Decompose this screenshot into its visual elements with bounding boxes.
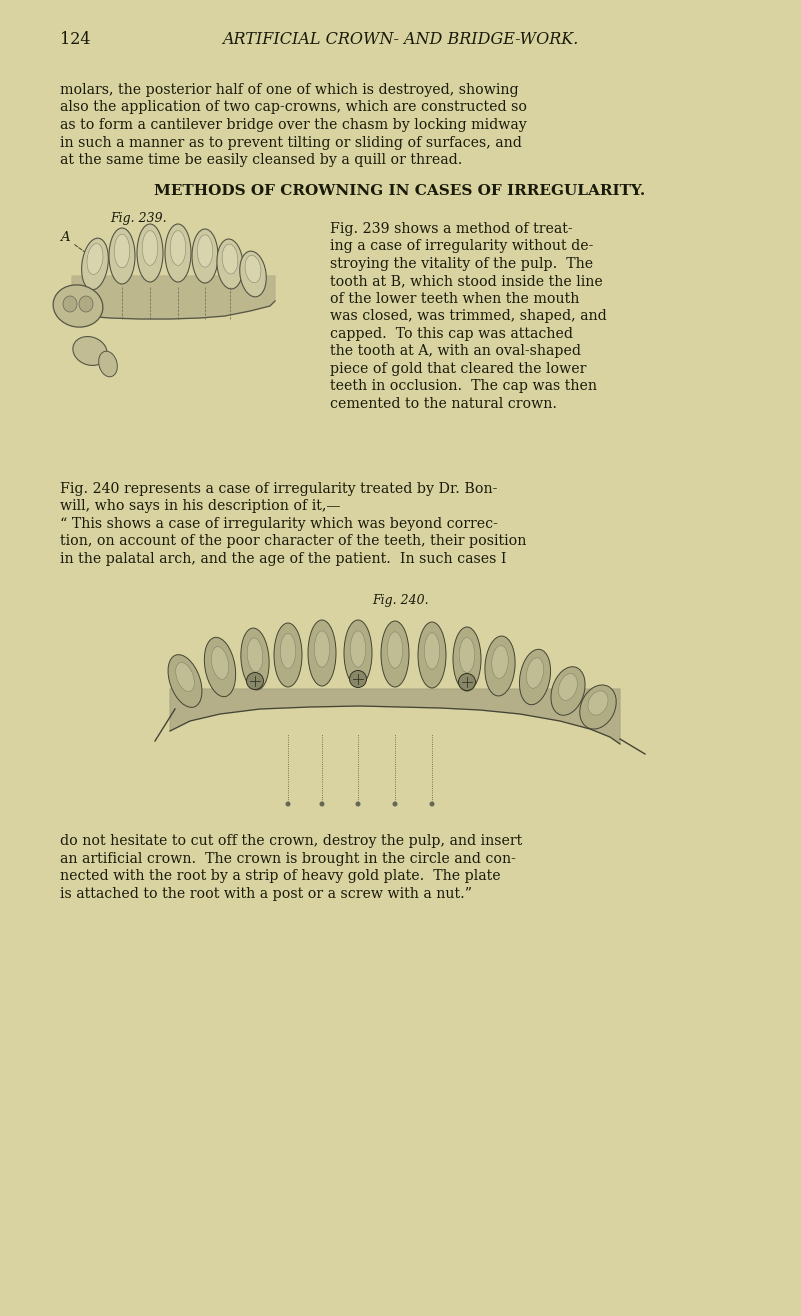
Polygon shape (170, 690, 620, 744)
Text: Fig. 240 represents a case of irregularity treated by Dr. Bon-: Fig. 240 represents a case of irregulari… (60, 482, 497, 496)
Text: as to form a cantilever bridge over the chasm by locking midway: as to form a cantilever bridge over the … (60, 118, 527, 132)
Ellipse shape (115, 234, 130, 267)
Circle shape (320, 801, 324, 807)
Text: Fig. 239 shows a method of treat-: Fig. 239 shows a method of treat- (330, 221, 573, 236)
Ellipse shape (175, 662, 195, 691)
Text: piece of gold that cleared the lower: piece of gold that cleared the lower (330, 362, 586, 375)
Text: Fig. 239.: Fig. 239. (110, 212, 167, 225)
Circle shape (429, 801, 434, 807)
Text: the tooth at A, with an oval-shaped: the tooth at A, with an oval-shaped (330, 343, 581, 358)
Ellipse shape (170, 230, 186, 266)
Circle shape (247, 672, 264, 690)
Circle shape (392, 801, 397, 807)
Ellipse shape (280, 633, 296, 669)
Ellipse shape (137, 224, 163, 282)
Text: capped.  To this cap was attached: capped. To this cap was attached (330, 326, 573, 341)
Ellipse shape (580, 684, 616, 729)
Text: at the same time be easily cleansed by a quill or thread.: at the same time be easily cleansed by a… (60, 153, 462, 167)
Ellipse shape (274, 622, 302, 687)
Ellipse shape (109, 228, 135, 284)
Ellipse shape (388, 632, 403, 669)
Ellipse shape (63, 296, 77, 312)
Text: is attached to the root with a post or a screw with a nut.”: is attached to the root with a post or a… (60, 887, 472, 900)
Text: A: A (60, 232, 91, 257)
Text: METHODS OF CROWNING IN CASES OF IRREGULARITY.: METHODS OF CROWNING IN CASES OF IRREGULA… (155, 183, 646, 197)
Text: was closed, was trimmed, shaped, and: was closed, was trimmed, shaped, and (330, 309, 606, 322)
Ellipse shape (558, 674, 578, 700)
Ellipse shape (519, 649, 550, 704)
Text: molars, the posterior half of one of which is destroyed, showing: molars, the posterior half of one of whi… (60, 83, 518, 97)
Text: will, who says in his description of it,—: will, who says in his description of it,… (60, 499, 340, 513)
Ellipse shape (222, 243, 238, 274)
Ellipse shape (344, 620, 372, 686)
Text: of the lower teeth when the mouth: of the lower teeth when the mouth (330, 292, 579, 305)
Circle shape (356, 801, 360, 807)
Text: stroying the vitality of the pulp.  The: stroying the vitality of the pulp. The (330, 257, 593, 271)
Ellipse shape (217, 240, 243, 290)
Ellipse shape (143, 230, 158, 266)
Polygon shape (72, 276, 275, 318)
Ellipse shape (79, 296, 93, 312)
Ellipse shape (418, 622, 446, 688)
Text: teeth in occlusion.  The cap was then: teeth in occlusion. The cap was then (330, 379, 597, 393)
Ellipse shape (248, 638, 263, 672)
Text: do not hesitate to cut off the crown, destroy the pulp, and insert: do not hesitate to cut off the crown, de… (60, 834, 522, 848)
Ellipse shape (82, 238, 108, 290)
Text: tion, on account of the poor character of the teeth, their position: tion, on account of the poor character o… (60, 534, 526, 547)
Ellipse shape (492, 646, 509, 679)
Text: in the palatal arch, and the age of the patient.  In such cases I: in the palatal arch, and the age of the … (60, 551, 506, 566)
Ellipse shape (350, 630, 366, 667)
Ellipse shape (168, 654, 202, 707)
Circle shape (285, 801, 291, 807)
Ellipse shape (588, 691, 608, 715)
Ellipse shape (211, 646, 228, 679)
Ellipse shape (87, 243, 103, 275)
Ellipse shape (551, 667, 585, 716)
Ellipse shape (192, 229, 218, 283)
Text: Fig. 240.: Fig. 240. (372, 594, 429, 607)
Ellipse shape (526, 658, 544, 688)
Text: tooth at B, which stood inside the line: tooth at B, which stood inside the line (330, 274, 602, 288)
Ellipse shape (459, 637, 475, 672)
Text: in such a manner as to prevent tilting or sliding of surfaces, and: in such a manner as to prevent tilting o… (60, 136, 522, 150)
Text: also the application of two cap-crowns, which are constructed so: also the application of two cap-crowns, … (60, 100, 527, 114)
Ellipse shape (99, 351, 117, 376)
Text: cemented to the natural crown.: cemented to the natural crown. (330, 396, 557, 411)
Text: an artificial crown.  The crown is brought in the circle and con-: an artificial crown. The crown is brough… (60, 851, 516, 866)
Ellipse shape (425, 633, 440, 669)
Text: ARTIFICIAL CROWN- AND BRIDGE-WORK.: ARTIFICIAL CROWN- AND BRIDGE-WORK. (222, 32, 578, 47)
Ellipse shape (381, 621, 409, 687)
Ellipse shape (73, 337, 107, 366)
Text: ing a case of irregularity without de-: ing a case of irregularity without de- (330, 240, 594, 253)
Ellipse shape (53, 284, 103, 328)
Ellipse shape (308, 620, 336, 686)
Text: “ This shows a case of irregularity which was beyond correc-: “ This shows a case of irregularity whic… (60, 516, 498, 530)
Ellipse shape (165, 224, 191, 282)
Ellipse shape (485, 636, 515, 696)
Ellipse shape (314, 630, 330, 667)
Ellipse shape (453, 626, 481, 691)
Ellipse shape (245, 255, 261, 283)
Ellipse shape (197, 234, 213, 267)
Text: nected with the root by a strip of heavy gold plate.  The plate: nected with the root by a strip of heavy… (60, 869, 501, 883)
Circle shape (458, 674, 476, 691)
Text: 124: 124 (60, 32, 91, 47)
Circle shape (349, 670, 367, 687)
Ellipse shape (204, 637, 235, 696)
Ellipse shape (239, 251, 266, 297)
Text: B: B (58, 309, 68, 322)
Ellipse shape (241, 628, 269, 690)
